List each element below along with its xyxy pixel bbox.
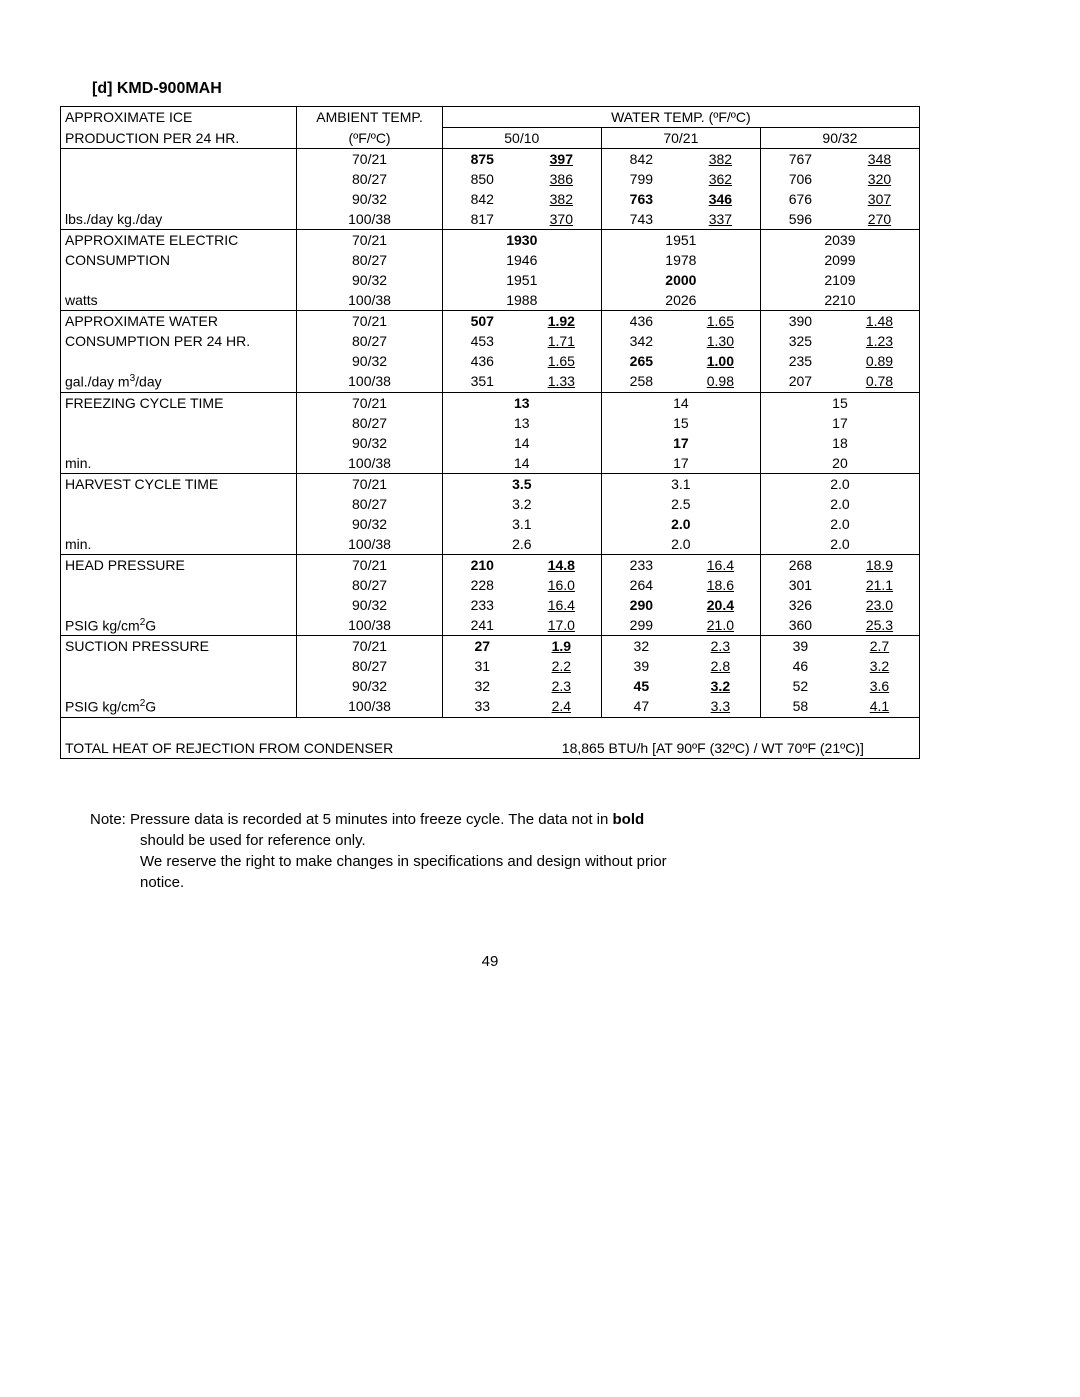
hdr-ice2: PRODUCTION PER 24 HR. <box>61 128 297 149</box>
note-block: Note: Pressure data is recorded at 5 min… <box>90 809 890 893</box>
hdr-wt2: 70/21 <box>601 128 760 149</box>
footer-value: 18,865 BTU/h [AT 90ºF (32ºC) / WT 70ºF (… <box>522 738 920 759</box>
hdr-ambient1: AMBIENT TEMP. <box>297 107 442 128</box>
footer-label: TOTAL HEAT OF REJECTION FROM CONDENSER <box>61 738 522 759</box>
hdr-wt3: 90/32 <box>760 128 919 149</box>
hdr-wt1: 50/10 <box>442 128 601 149</box>
hdr-ice1: APPROXIMATE ICE <box>61 107 297 128</box>
page-number: 49 <box>50 953 930 970</box>
spec-table: APPROXIMATE ICE AMBIENT TEMP. WATER TEMP… <box>60 106 920 759</box>
section-title: [d] KMD-900MAH <box>92 80 930 98</box>
hdr-water-temp: WATER TEMP. (ºF/ºC) <box>442 107 919 128</box>
hdr-ambient2: (ºF/ºC) <box>297 128 442 149</box>
